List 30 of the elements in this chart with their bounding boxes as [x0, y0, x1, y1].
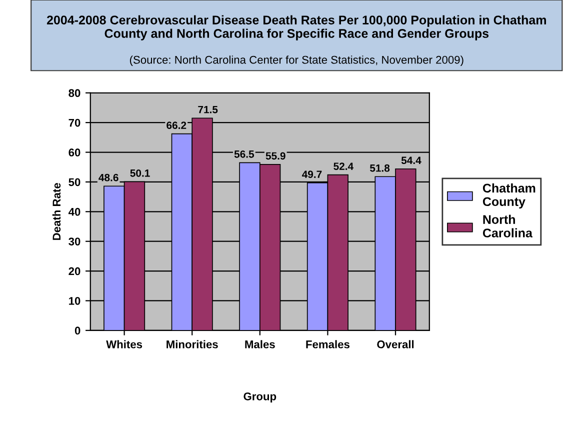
- data-label: 71.5: [198, 106, 218, 114]
- y-axis-title: Death Rate: [52, 183, 61, 240]
- x-axis-title: Group: [244, 392, 276, 403]
- y-tick-label: 30: [68, 238, 80, 246]
- x-tick-label: Whites: [106, 340, 142, 348]
- data-label: 51.8: [370, 164, 390, 172]
- y-tick-label: 50: [68, 178, 80, 186]
- x-tick-label: Females: [306, 340, 350, 348]
- data-label: 66.2: [166, 122, 186, 130]
- data-label: 56.5: [234, 150, 254, 158]
- data-label: 49.7: [302, 170, 322, 178]
- legend-label: North Carolina: [482, 214, 533, 238]
- y-tick-label: 0: [74, 326, 80, 335]
- data-label: 54.4: [401, 156, 422, 164]
- data-label: 48.6: [98, 174, 118, 182]
- y-tick-label: 70: [68, 118, 80, 127]
- y-tick-label: 60: [68, 148, 80, 156]
- y-tick-label: 40: [68, 208, 80, 216]
- y-tick-label: 80: [68, 89, 80, 98]
- data-label: 50.1: [130, 169, 150, 177]
- y-tick-label: 10: [69, 296, 80, 305]
- data-label: 52.4: [334, 162, 354, 170]
- y-tick-label: 20: [68, 267, 80, 276]
- x-tick-label: Minorities: [166, 340, 218, 348]
- chart-title: 2004-2008 Cerebrovascular Disease Death Rates Per 100,000 Population in Chatham County and North Carolina for Specific Race and Gender Groups: [46, 15, 546, 40]
- legend-label: Chatham County: [482, 183, 536, 209]
- chart-subtitle: (Source: North Carolina Center for State Statistics, November 2009): [130, 56, 464, 66]
- data-label: 55.9: [266, 152, 286, 160]
- x-tick-label: Males: [245, 340, 275, 348]
- x-tick-label: Overall: [377, 340, 414, 348]
